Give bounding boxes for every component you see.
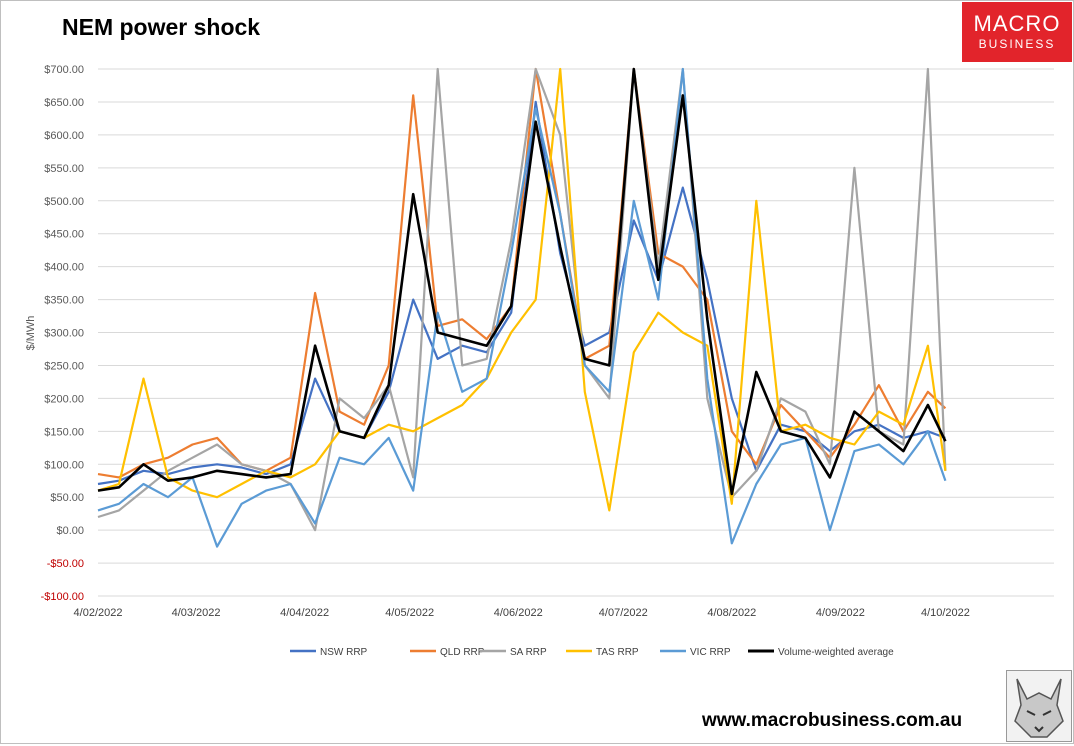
x-tick-label: 4/04/2022 [280, 607, 329, 619]
y-tick-label: $150.00 [44, 426, 84, 438]
x-tick-label: 4/07/2022 [599, 607, 648, 619]
y-tick-label: $50.00 [50, 492, 84, 504]
y-tick-label: $0.00 [56, 525, 84, 537]
y-tick-label: $300.00 [44, 328, 84, 340]
y-tick-label: $450.00 [44, 229, 84, 241]
y-tick-labels: -$100.00 -$50.00 $0.00 $50.00 $100.00 $150.00… [41, 64, 84, 603]
series-line-vic-rrp [97, 67, 947, 548]
x-tick-label: 4/03/2022 [172, 607, 221, 619]
x-tick-label: 4/10/2022 [921, 607, 970, 619]
legend-label: QLD RRP [440, 647, 485, 658]
y-tick-label: $200.00 [44, 393, 84, 405]
y-axis-label: $/MWh [25, 316, 37, 351]
y-tick-label: -$50.00 [47, 558, 84, 570]
y-tick-label: $650.00 [44, 97, 84, 109]
wolf-logo-image [1006, 670, 1072, 742]
logo-line2: BUSINESS [978, 37, 1056, 51]
legend-label: Volume-weighted average [778, 647, 894, 658]
y-tick-label: $600.00 [44, 130, 84, 142]
x-tick-label: 4/02/2022 [74, 607, 123, 619]
footer-url: www.macrobusiness.com.au [702, 710, 963, 731]
series-line-qld-rrp [97, 67, 947, 479]
grid-lines [98, 68, 1054, 597]
y-tick-label: $100.00 [44, 459, 84, 471]
y-tick-label: $500.00 [44, 196, 84, 208]
legend: NSW RRP QLD RRP SA RRP TAS RRP VIC RRP Volume… [290, 647, 894, 658]
x-tick-label: 4/09/2022 [816, 607, 865, 619]
series-line-sa-rrp [97, 67, 947, 532]
logo-line1: MACRO [973, 11, 1061, 36]
series-line-tas-rrp [97, 67, 947, 512]
legend-label: TAS RRP [596, 647, 639, 658]
x-tick-labels: 4/02/2022 4/03/2022 4/04/2022 4/05/2022 4/06… [74, 607, 970, 619]
y-tick-label: $550.00 [44, 163, 84, 175]
series-line-volume-weighted-average [97, 67, 947, 496]
chart-title: NEM power shock [62, 14, 261, 40]
y-tick-label: $700.00 [44, 64, 84, 76]
y-tick-label: -$100.00 [41, 591, 84, 603]
y-tick-label: $400.00 [44, 262, 84, 274]
x-tick-label: 4/08/2022 [707, 607, 756, 619]
x-tick-label: 4/05/2022 [385, 607, 434, 619]
y-tick-label: $350.00 [44, 295, 84, 307]
x-tick-label: 4/06/2022 [494, 607, 543, 619]
legend-label: SA RRP [510, 647, 547, 658]
y-tick-label: $250.00 [44, 360, 84, 372]
legend-label: NSW RRP [320, 647, 368, 658]
series-lines [97, 67, 947, 548]
macrobusiness-logo: MACRO BUSINESS [962, 2, 1072, 62]
legend-label: VIC RRP [690, 647, 731, 658]
